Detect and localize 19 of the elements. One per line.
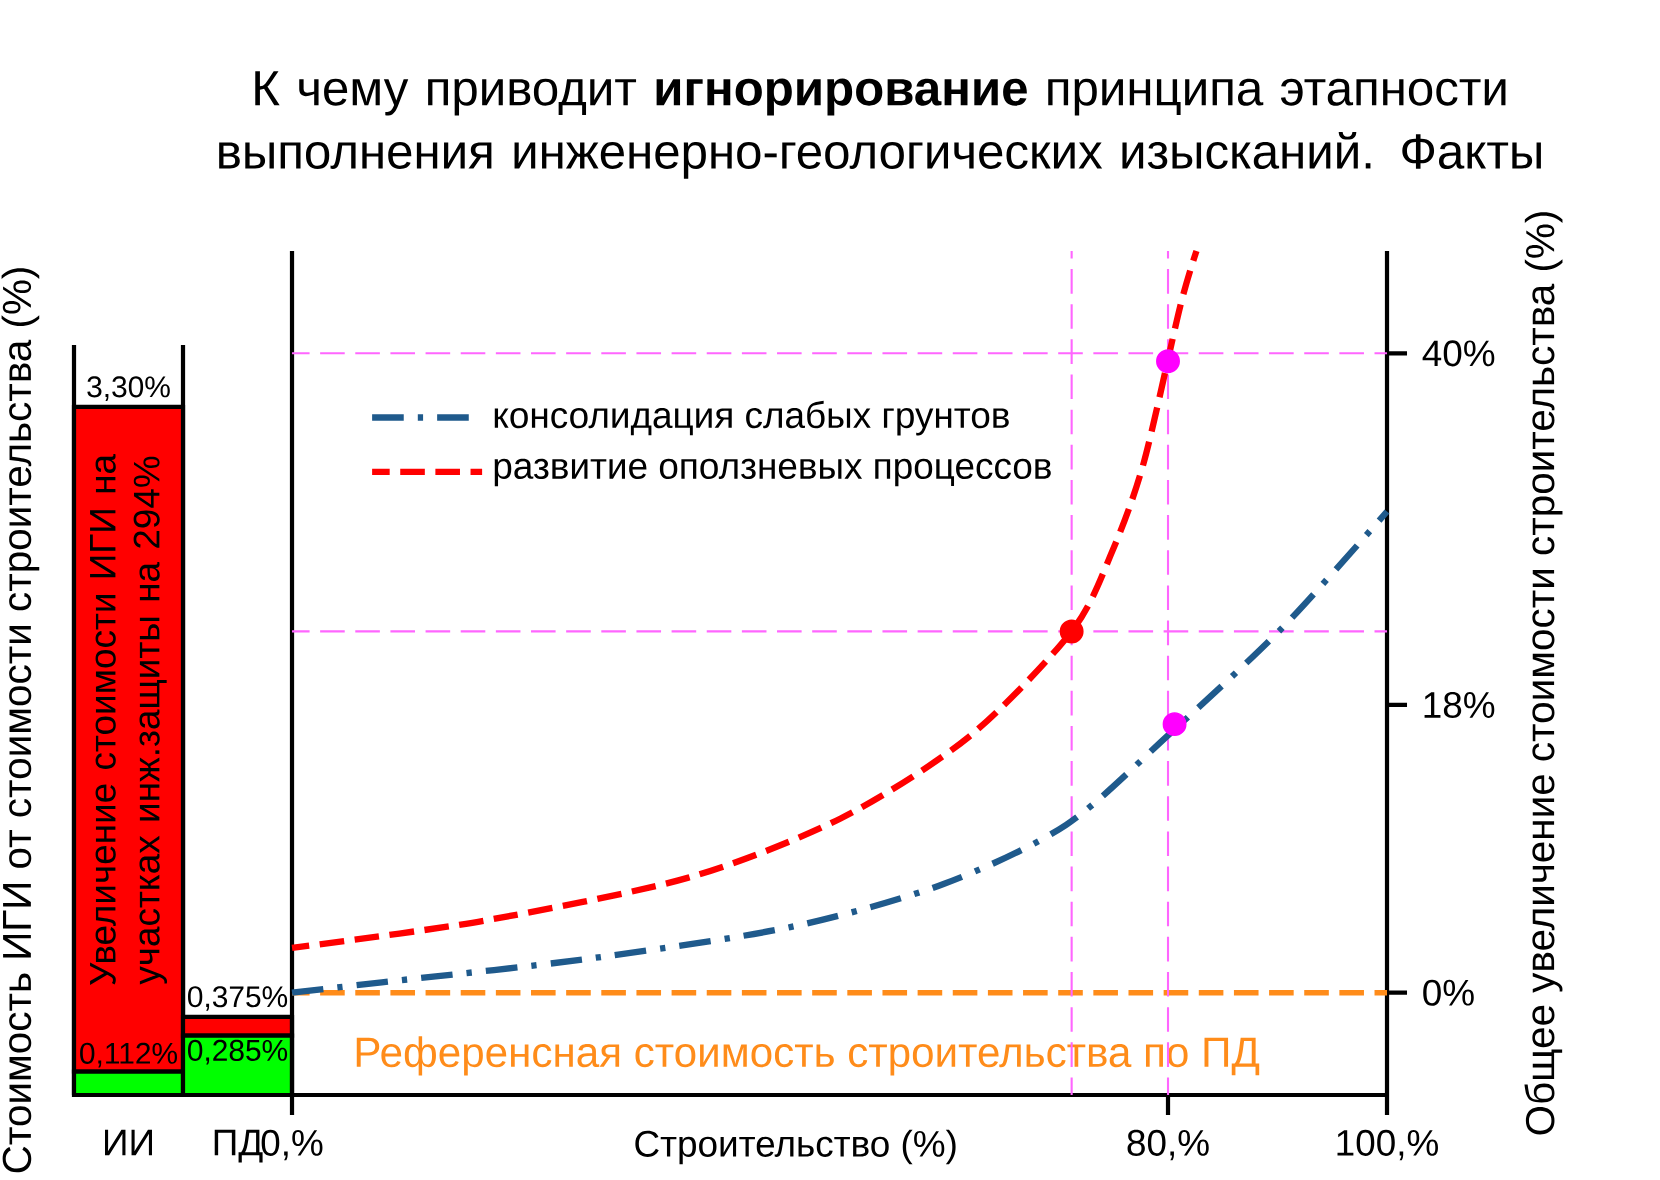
x-tick-label: 100,% xyxy=(1337,1129,1438,1161)
y-axis-title: Стоимость ИГИ от стоимости строительства (%) xyxy=(1,268,40,1173)
data-label: 0,112% xyxy=(80,1042,178,1068)
x-tick-label: 80,% xyxy=(1127,1129,1209,1161)
y-tick-label: 40% xyxy=(1422,340,1495,367)
data-label: 0,285% xyxy=(188,1039,288,1065)
legend-label: развитие оползневых процессов xyxy=(494,458,1051,487)
total-label: 3,30% xyxy=(87,376,170,401)
x-axis-title: Строительство (%) xyxy=(635,1129,956,1165)
y-axis-title: Общее увеличение стоимости строительства (%) xyxy=(1524,212,1563,1135)
x-tick-label: 0,% xyxy=(261,1129,323,1161)
chart-title: К чему приводит игнорирование принципа этапности выполнения инженерно-геологических изысканий. Факты xyxy=(219,71,1541,179)
y-tick-label: 0% xyxy=(1423,979,1474,1006)
x-tick-label: ИИ xyxy=(105,1129,152,1156)
annotation: Увеличение стоимости ИГИ на участках инж.защиты на 294% xyxy=(90,453,168,986)
total-label: 0,375% xyxy=(188,986,288,1011)
x-tick-label: ПД xyxy=(214,1129,263,1163)
legend-label: консолидация слабых грунтов xyxy=(494,400,1009,436)
y-tick-label: 18% xyxy=(1424,691,1495,719)
